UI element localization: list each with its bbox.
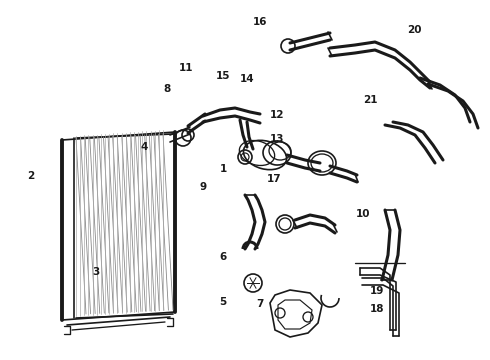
Text: 20: 20 (407, 24, 421, 35)
Text: 12: 12 (270, 110, 284, 120)
Text: 10: 10 (355, 209, 370, 219)
Text: 15: 15 (216, 71, 230, 81)
Text: 4: 4 (141, 142, 148, 152)
Text: 3: 3 (92, 267, 99, 277)
Text: 9: 9 (200, 182, 207, 192)
Text: 1: 1 (220, 164, 226, 174)
Text: 7: 7 (256, 299, 264, 309)
Text: 14: 14 (240, 74, 255, 84)
Text: 5: 5 (220, 297, 226, 307)
Text: 2: 2 (27, 171, 34, 181)
Text: 16: 16 (252, 17, 267, 27)
Text: 6: 6 (220, 252, 226, 262)
Text: 17: 17 (267, 174, 282, 184)
Text: 19: 19 (370, 286, 385, 296)
Text: 8: 8 (163, 84, 170, 94)
Text: 13: 13 (270, 134, 284, 144)
Text: 18: 18 (370, 304, 385, 314)
Text: 21: 21 (363, 95, 377, 105)
Text: 11: 11 (179, 63, 194, 73)
